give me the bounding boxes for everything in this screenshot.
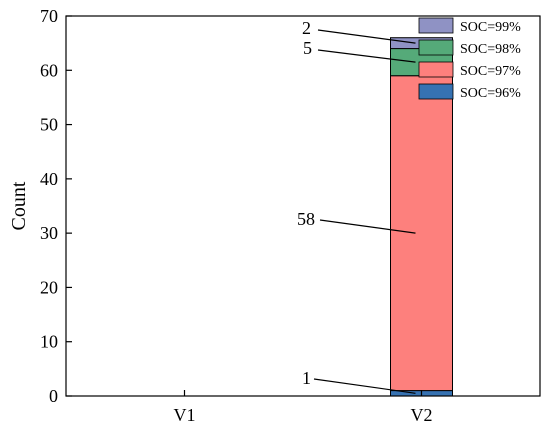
y-axis-title: Count — [8, 181, 30, 230]
y-tick-label-5: 50 — [40, 115, 58, 135]
bar-segment-v2-2 — [390, 75, 453, 392]
legend-swatch-1 — [418, 17, 454, 34]
y-tick-label-4: 40 — [40, 169, 58, 189]
legend-label-3: SOC=97% — [460, 64, 521, 79]
annotation-leader-4 — [313, 378, 416, 394]
y-tick-label-6: 60 — [40, 60, 58, 80]
legend-label-4: SOC=96% — [460, 86, 521, 101]
annotation-label-2: 5 — [303, 38, 312, 58]
x-tick-label-0: V1 — [174, 405, 196, 425]
legend-swatch-4 — [418, 83, 454, 100]
annotation-label-4: 1 — [302, 368, 311, 388]
y-tick-label-0: 0 — [49, 386, 58, 406]
plot-area: 0 10 20 30 40 50 60 70 V1 V2 Count SOC=99% SOC=98% SO… — [8, 6, 541, 425]
legend-label-1: SOC=99% — [460, 20, 521, 35]
y-tick-label-3: 30 — [40, 223, 58, 243]
plot-frame — [65, 15, 541, 397]
y-tick-label-2: 20 — [40, 277, 58, 297]
annotation-label-1: 2 — [302, 18, 311, 38]
legend-swatch-2 — [418, 39, 454, 56]
legend-swatch-3 — [418, 61, 454, 78]
annotation-leader-3 — [319, 219, 416, 234]
annotation-label-3: 58 — [297, 209, 315, 229]
y-tick-label-7: 70 — [40, 6, 58, 26]
x-tick-label-1: V2 — [411, 405, 433, 425]
legend-label-2: SOC=98% — [460, 42, 521, 57]
annotation-leader-1 — [317, 29, 416, 44]
y-tick-label-1: 10 — [40, 332, 58, 352]
annotation-leader-2 — [317, 49, 416, 63]
